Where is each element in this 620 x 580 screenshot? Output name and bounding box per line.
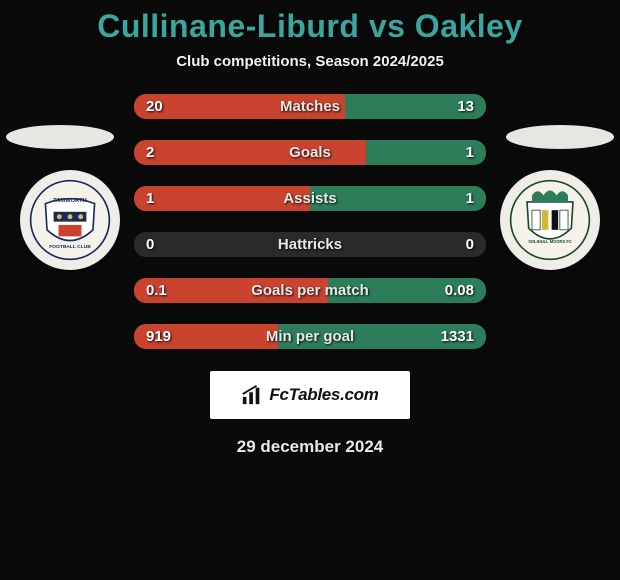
stat-label: Matches [280,98,340,115]
subtitle: Club competitions, Season 2024/2025 [176,53,444,70]
stat-row: 0.1 Goals per match 0.08 [134,278,486,303]
stat-value-left: 0.1 [146,282,167,299]
stat-row: 1 Assists 1 [134,186,486,211]
page-title: Cullinane-Liburd vs Oakley [97,8,523,45]
stat-value-left: 0 [146,236,154,253]
fctables-logo-text: FcTables.com [269,385,378,405]
stat-row: 20 Matches 13 [134,94,486,119]
stats-panel: 20 Matches 13 2 Goals 1 1 Assists 1 0 Hattricks 0 0.… [134,94,486,349]
stat-value-right: 1331 [441,328,474,345]
left-club-crest: TAMWORTH FOOTBALL CLUB [20,170,120,270]
stat-row: 2 Goals 1 [134,140,486,165]
stat-value-right: 1 [466,144,474,161]
svg-text:FOOTBALL CLUB: FOOTBALL CLUB [49,244,91,250]
stat-value-left: 919 [146,328,171,345]
stat-label: Assists [283,190,336,207]
stat-value-right: 0.08 [445,282,474,299]
stat-value-left: 1 [146,190,154,207]
right-player-ellipse [506,125,614,149]
svg-text:TAMWORTH: TAMWORTH [53,198,87,204]
tamworth-crest-icon: TAMWORTH FOOTBALL CLUB [29,179,111,261]
stat-value-right: 13 [457,98,474,115]
right-club-crest: SOLIHULL MOORS FC [500,170,600,270]
stat-value-right: 1 [466,190,474,207]
svg-text:SOLIHULL MOORS FC: SOLIHULL MOORS FC [528,239,572,244]
stat-label: Goals [289,144,331,161]
stat-row: 0 Hattricks 0 [134,232,486,257]
stat-label: Min per goal [266,328,354,345]
date-text: 29 december 2024 [237,437,384,457]
stat-value-right: 0 [466,236,474,253]
chart-icon [241,384,263,406]
stat-label: Goals per match [251,282,369,299]
stat-label: Hattricks [278,236,342,253]
left-player-ellipse [6,125,114,149]
fctables-logo[interactable]: FcTables.com [210,371,410,419]
solihull-moors-crest-icon: SOLIHULL MOORS FC [509,179,591,261]
stat-value-left: 20 [146,98,163,115]
stat-value-left: 2 [146,144,154,161]
stat-row: 919 Min per goal 1331 [134,324,486,349]
stat-bar-left [134,140,366,165]
